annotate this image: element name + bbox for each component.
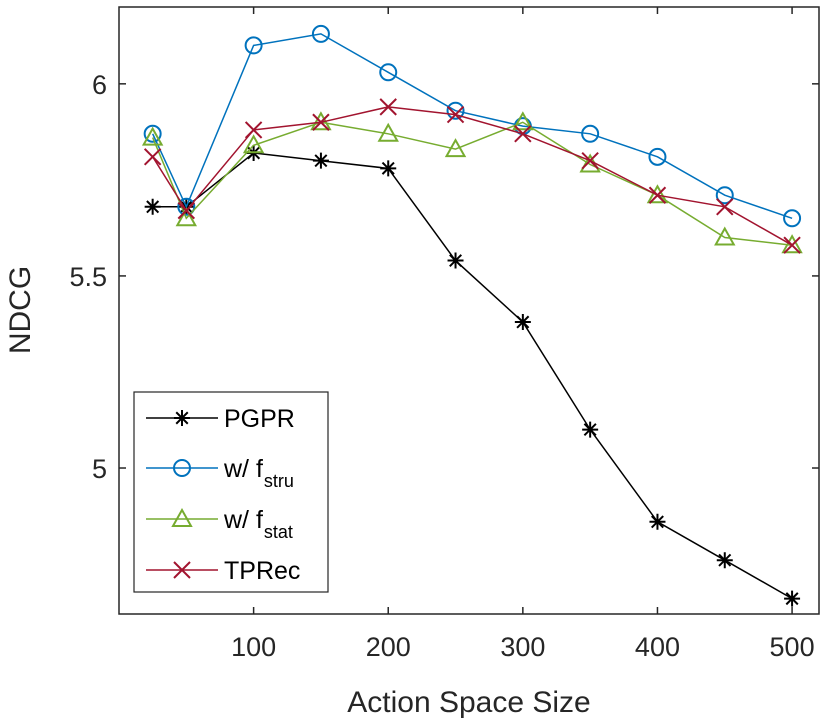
data-point bbox=[143, 124, 162, 143]
data-point bbox=[311, 24, 330, 43]
series-line bbox=[152, 121, 793, 246]
data-point bbox=[141, 126, 164, 146]
data-point bbox=[715, 186, 734, 205]
legend-label: w/ f bbox=[223, 455, 263, 483]
data-point bbox=[244, 121, 263, 139]
ticks-layer: 100 200 300 400 500 5 5.5 6 bbox=[69, 7, 819, 662]
data-point bbox=[446, 101, 465, 120]
series-0 bbox=[144, 144, 801, 607]
data-point bbox=[784, 590, 801, 607]
x-tick-label: 200 bbox=[366, 632, 411, 662]
legend-entry: w/ f stat bbox=[146, 506, 293, 542]
data-point bbox=[144, 198, 161, 215]
legend-marker bbox=[173, 561, 191, 579]
series-line bbox=[152, 33, 793, 220]
legend-entry: PGPR bbox=[146, 405, 295, 433]
legend-box bbox=[133, 391, 329, 593]
data-point bbox=[447, 252, 464, 269]
data-point bbox=[783, 209, 802, 228]
series-2 bbox=[141, 111, 803, 254]
x-tick-label: 500 bbox=[770, 632, 815, 662]
data-point bbox=[177, 201, 196, 220]
legend-marker bbox=[173, 459, 191, 477]
data-point bbox=[716, 552, 733, 569]
data-point bbox=[714, 226, 736, 246]
data-point bbox=[781, 234, 803, 254]
data-point bbox=[380, 160, 397, 177]
data-point bbox=[377, 122, 399, 142]
data-point bbox=[716, 198, 734, 216]
data-point bbox=[649, 513, 666, 530]
legend-marker bbox=[174, 410, 190, 426]
series-3 bbox=[143, 98, 801, 254]
data-point bbox=[446, 105, 465, 124]
y-tick-label: 5 bbox=[92, 454, 107, 484]
legend-marker bbox=[171, 507, 193, 527]
y-axis-label: NDCG bbox=[4, 266, 37, 354]
legend-label-subscript: stru bbox=[264, 471, 294, 491]
data-point bbox=[514, 314, 531, 331]
x-tick-label: 400 bbox=[635, 632, 680, 662]
data-point bbox=[512, 111, 534, 131]
x-tick-label: 300 bbox=[500, 632, 545, 662]
data-point bbox=[581, 124, 600, 143]
legend-label: w/ f bbox=[223, 506, 263, 534]
x-axis-label: Action Space Size bbox=[347, 686, 590, 719]
data-point bbox=[312, 152, 329, 169]
data-point bbox=[242, 134, 265, 154]
legend-label: PGPR bbox=[224, 405, 295, 433]
legend-entry: w/ f stru bbox=[146, 455, 294, 491]
legend-label: TPRec bbox=[224, 557, 300, 585]
data-point bbox=[312, 113, 330, 131]
y-tick-label: 5.5 bbox=[69, 262, 107, 292]
data-point bbox=[175, 207, 198, 227]
legend-entry: TPRec bbox=[146, 557, 300, 585]
data-point bbox=[379, 63, 398, 82]
data-point bbox=[444, 138, 467, 158]
plot-frame bbox=[118, 6, 820, 615]
data-point bbox=[582, 421, 599, 438]
data-point bbox=[783, 236, 801, 254]
data-point bbox=[244, 36, 263, 55]
data-point bbox=[177, 197, 196, 216]
data-point bbox=[648, 147, 667, 166]
x-tick-label: 100 bbox=[231, 632, 276, 662]
series-layer bbox=[141, 24, 803, 607]
data-point bbox=[379, 98, 397, 116]
legend-label-subscript: stat bbox=[264, 522, 293, 542]
data-point bbox=[648, 186, 667, 204]
y-tick-label: 6 bbox=[92, 70, 107, 100]
data-point bbox=[581, 151, 599, 170]
data-point bbox=[514, 125, 532, 143]
data-point bbox=[143, 148, 162, 166]
data-point bbox=[646, 184, 669, 204]
